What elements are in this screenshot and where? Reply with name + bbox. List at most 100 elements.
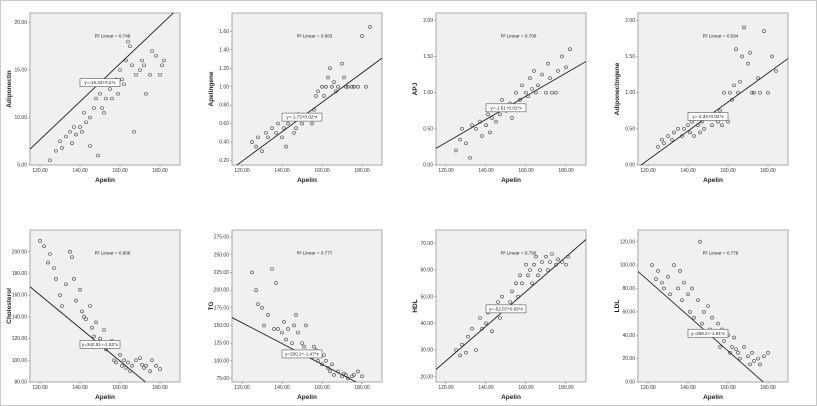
data-point — [528, 76, 532, 80]
data-point — [720, 123, 724, 127]
y-tick-label: 80.00 — [622, 286, 635, 292]
regression-equation: y=-52.07+0.65*x — [489, 306, 523, 311]
data-point — [122, 358, 126, 363]
data-point — [534, 90, 538, 95]
regression-equation: y=342.51+-1.52*x — [82, 342, 119, 347]
data-point — [524, 262, 528, 267]
y-tick-label: 180.00 — [12, 271, 28, 277]
data-point — [766, 350, 770, 355]
chart-svg: 120.00 140.00 160.00 180.00 75.00 100.00 125.0… — [208, 229, 383, 401]
data-point — [678, 269, 682, 273]
scatter-apj: 120.00 140.00 160.00 180.00 0.00 0.50 1.00 1.50… — [412, 7, 592, 187]
x-tick-label: 120.00 — [234, 385, 250, 391]
data-point — [722, 339, 726, 343]
data-point — [140, 58, 144, 63]
data-point — [74, 132, 78, 137]
data-point — [150, 358, 154, 363]
y-tick-label: 250.00 — [214, 252, 230, 258]
x-tick-label: 140.00 — [478, 168, 494, 174]
data-point — [740, 54, 744, 59]
data-point — [80, 309, 84, 314]
data-point — [122, 82, 126, 87]
data-point — [154, 53, 158, 58]
data-point — [546, 61, 550, 66]
data-point — [454, 148, 458, 153]
chart-svg: 120.00 140.00 160.00 180.00 5.00 10.00 15.00 20… — [6, 12, 181, 184]
data-point — [286, 121, 290, 126]
y-tick-label: 175.00 — [214, 305, 230, 311]
data-point — [148, 72, 152, 77]
data-point — [158, 72, 162, 77]
r-squared-label: R² Linear = 0.700 — [501, 33, 537, 38]
data-point — [662, 141, 666, 146]
regression-line — [638, 271, 764, 382]
data-point — [530, 87, 534, 91]
data-point — [750, 90, 754, 95]
data-point — [134, 72, 138, 77]
data-point — [126, 360, 130, 365]
data-point — [564, 65, 568, 70]
data-point — [470, 123, 474, 127]
data-point — [72, 125, 76, 129]
plot-area — [435, 12, 587, 166]
chart-svg: 120.00 140.00 160.00 180.00 0.00 20.00 40.00 60… — [614, 229, 789, 401]
data-point — [284, 144, 288, 149]
data-point — [280, 135, 284, 140]
data-point — [520, 83, 524, 88]
data-point — [132, 129, 136, 134]
scatter-cholesterol: 120.00 140.00 160.00 180.00 80.00 100.00 120.0… — [6, 224, 186, 404]
data-point — [466, 334, 470, 339]
data-point — [750, 350, 754, 355]
data-point — [748, 51, 752, 55]
data-point — [356, 84, 360, 89]
y-tick-label: 1.50 — [625, 54, 635, 60]
data-point — [688, 130, 692, 135]
data-point — [682, 127, 686, 131]
data-point — [364, 84, 368, 89]
x-tick-label: 160.00 — [518, 385, 534, 391]
data-point — [560, 54, 564, 59]
x-axis-label: Apelin — [703, 394, 723, 401]
y-tick-label: 1.00 — [423, 90, 433, 96]
data-point — [670, 137, 674, 142]
data-point — [332, 80, 336, 84]
y-tick-label: 125.00 — [214, 341, 230, 347]
data-point — [254, 288, 258, 292]
data-point — [464, 141, 468, 146]
x-axis-label: Apelin — [95, 177, 115, 184]
y-tick-label: 0.60 — [219, 121, 229, 127]
data-point — [38, 239, 42, 243]
data-point — [118, 68, 122, 72]
data-point — [68, 129, 72, 134]
data-point — [78, 287, 82, 292]
data-point — [676, 127, 680, 131]
data-point — [340, 61, 344, 66]
data-point — [686, 292, 690, 297]
data-point — [330, 84, 334, 89]
r-squared-label: R² Linear = 0.779 — [703, 250, 739, 255]
y-tick-label: 20.00 — [14, 20, 27, 26]
data-point — [124, 58, 128, 63]
x-tick-label: 120.00 — [438, 168, 454, 174]
data-point — [736, 90, 740, 95]
data-point — [128, 44, 132, 49]
data-point — [74, 298, 78, 303]
y-tick-label: 120.00 — [620, 239, 636, 245]
data-point — [294, 126, 298, 130]
scatter-adiponectingene: 120.00 140.00 160.00 180.00 0.00 0.50 1.00 1.50… — [614, 7, 794, 187]
data-point — [666, 274, 670, 279]
data-point — [320, 84, 324, 89]
data-point — [96, 153, 100, 158]
data-point — [682, 280, 686, 285]
data-point — [520, 281, 524, 286]
data-point — [84, 120, 88, 125]
data-point — [98, 91, 102, 96]
equation-box — [485, 103, 527, 113]
r-squared-label: R² Linear = 0.790 — [501, 250, 537, 255]
data-point — [322, 353, 326, 357]
scatter-tg: 120.00 140.00 160.00 180.00 75.00 100.00 125.0… — [208, 224, 388, 404]
data-point — [72, 277, 76, 281]
x-tick-label: 180.00 — [558, 385, 574, 391]
data-point — [458, 353, 462, 358]
data-point — [554, 90, 558, 95]
